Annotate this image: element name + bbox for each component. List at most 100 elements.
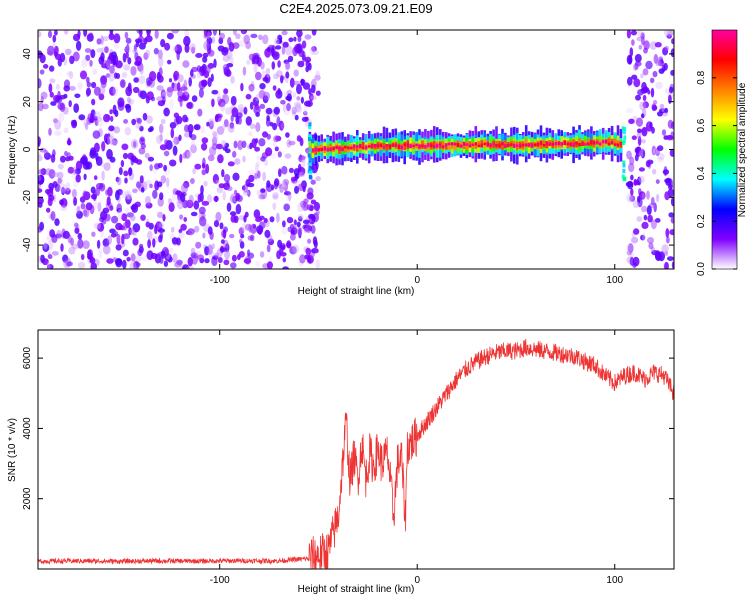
noise-cell <box>183 217 187 222</box>
signal-cell <box>554 142 558 146</box>
noise-cell <box>649 121 653 129</box>
signal-cell <box>406 142 409 147</box>
noise-cell <box>47 197 53 207</box>
noise-cell <box>225 107 232 116</box>
noise-cell <box>122 259 127 269</box>
noise-cell <box>103 213 111 222</box>
noise-cell <box>250 223 257 234</box>
noise-cell <box>633 228 640 235</box>
colorbar-tick-label: 0.4 <box>696 166 707 180</box>
signal-cell <box>320 147 323 152</box>
noise-cell <box>243 34 250 45</box>
noise-cell <box>235 115 240 125</box>
noise-cell <box>125 207 129 215</box>
noise-cell <box>285 71 290 79</box>
noise-cell <box>137 35 145 44</box>
noise-cell <box>626 243 634 253</box>
noise-cell <box>73 103 80 113</box>
noise-cell <box>188 130 193 138</box>
noise-cell <box>54 183 61 192</box>
noise-cell <box>38 78 42 89</box>
noise-cell <box>111 138 118 146</box>
noise-cell <box>642 232 646 242</box>
noise-cell <box>42 243 50 253</box>
noise-cell <box>654 42 662 48</box>
noise-cell <box>231 107 239 118</box>
noise-cell <box>68 100 72 108</box>
noise-cell <box>266 261 273 269</box>
noise-cell <box>73 196 78 206</box>
signal-cell <box>418 144 421 149</box>
signal-cell <box>347 146 350 150</box>
noise-cell <box>75 40 82 51</box>
noise-cell <box>68 155 74 161</box>
noise-cell <box>51 251 59 256</box>
noise-cell <box>79 70 88 80</box>
noise-cell <box>106 196 111 206</box>
noise-cell <box>229 211 237 217</box>
noise-cell <box>83 118 89 128</box>
noise-cell <box>671 38 674 45</box>
noise-cell <box>133 44 137 53</box>
noise-cell <box>272 194 279 200</box>
noise-cell <box>258 194 266 200</box>
noise-cell <box>163 164 168 172</box>
noise-cell <box>83 173 87 180</box>
signal-cell <box>613 143 617 146</box>
noise-cell <box>214 252 219 258</box>
noise-cell <box>65 182 71 192</box>
noise-cell <box>289 246 297 255</box>
noise-cell <box>216 186 224 194</box>
noise-cell <box>294 173 300 180</box>
noise-cell <box>286 103 291 112</box>
noise-cell <box>133 77 140 83</box>
noise-cell <box>38 188 43 193</box>
noise-cell <box>655 58 662 67</box>
noise-cell <box>315 209 320 216</box>
noise-cell <box>94 118 99 126</box>
noise-cell <box>171 30 179 34</box>
noise-cell <box>293 101 301 109</box>
noise-cell <box>47 240 54 251</box>
noise-cell <box>49 65 55 72</box>
signal-cell <box>622 129 626 134</box>
noise-cell <box>217 96 222 104</box>
noise-cell <box>282 178 290 186</box>
noise-cell <box>285 132 290 138</box>
noise-cell <box>176 50 180 61</box>
signal-cell <box>382 145 386 149</box>
noise-cell <box>638 150 644 159</box>
signal-cell <box>462 144 466 149</box>
noise-cell <box>274 146 279 152</box>
noise-cell <box>235 33 241 40</box>
noise-cell <box>311 30 317 36</box>
noise-cell <box>204 65 211 75</box>
noise-cell <box>97 202 102 212</box>
signal-cell <box>450 142 454 149</box>
noise-cell <box>84 48 92 53</box>
signal-cell <box>421 144 424 148</box>
noise-cell <box>180 223 187 231</box>
noise-cell <box>232 42 240 49</box>
noise-cell <box>179 214 184 220</box>
noise-cell <box>636 36 645 42</box>
noise-cell <box>664 191 670 201</box>
spectrogram-ticks: -100 0 100 -40 -20 0 20 40 <box>22 30 674 286</box>
noise-cell <box>160 250 166 259</box>
snr-frame <box>37 329 675 570</box>
noise-cell <box>282 102 286 113</box>
signal-cell <box>477 144 481 148</box>
noise-cell <box>670 48 674 58</box>
noise-cell <box>664 88 670 94</box>
noise-cell <box>123 119 129 124</box>
noise-cell <box>200 126 205 134</box>
noise-cell <box>662 112 668 117</box>
noise-cell <box>633 78 641 88</box>
noise-cell <box>652 70 658 78</box>
noise-cell <box>160 89 166 99</box>
signal-cell <box>436 143 439 148</box>
snr-ticks: -100 0 100 2000 4000 6000 <box>22 330 674 586</box>
noise-cell <box>625 181 634 187</box>
noise-cell <box>139 64 144 75</box>
noise-cell <box>144 195 151 206</box>
